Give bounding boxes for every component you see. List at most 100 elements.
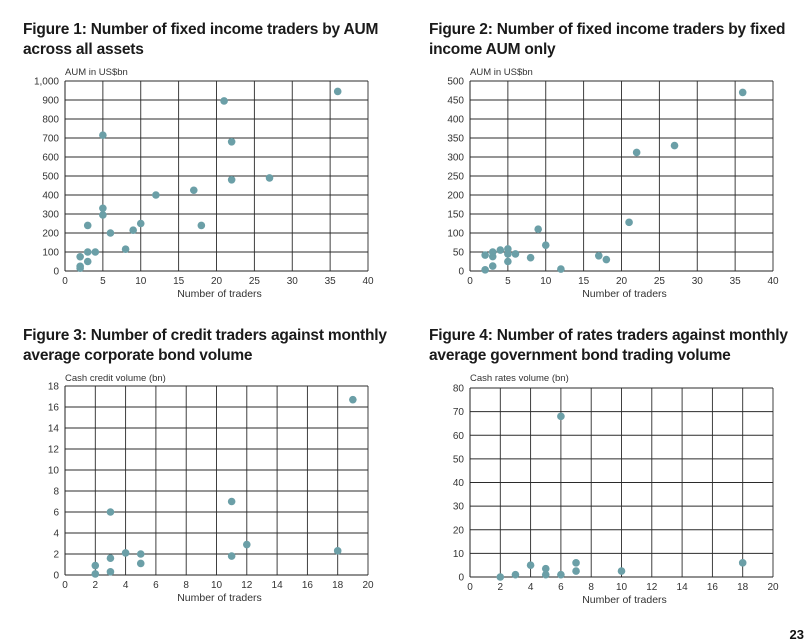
x-tick-label: 6 bbox=[558, 582, 564, 593]
data-point bbox=[349, 395, 357, 404]
data-point bbox=[136, 550, 145, 558]
x-tick-label: 8 bbox=[183, 580, 189, 591]
figure-1-title-line-2: across all assets bbox=[23, 41, 144, 58]
data-point bbox=[557, 265, 565, 273]
x-tick-label: 14 bbox=[272, 580, 284, 591]
x-tick-label: 5 bbox=[505, 276, 511, 287]
figure-3-title-line-2: average corporate bond volume bbox=[23, 347, 253, 364]
figure-3-title: Figure 3: Number of credit traders again… bbox=[23, 326, 403, 366]
data-point bbox=[670, 141, 679, 150]
x-axis-label: Number of traders bbox=[582, 288, 667, 300]
data-point bbox=[76, 262, 84, 271]
y-tick-label: 100 bbox=[447, 229, 464, 240]
x-axis-label: Number of traders bbox=[582, 594, 667, 606]
x-tick-label: 5 bbox=[100, 276, 106, 287]
x-tick-label: 25 bbox=[654, 276, 666, 287]
x-tick-label: 20 bbox=[362, 580, 374, 591]
data-point bbox=[496, 246, 505, 254]
data-point bbox=[265, 174, 274, 182]
y-tick-label: 500 bbox=[447, 77, 464, 88]
x-tick-label: 20 bbox=[767, 582, 779, 593]
y-tick-label: 18 bbox=[48, 382, 60, 393]
x-tick-label: 12 bbox=[241, 580, 253, 591]
data-point bbox=[106, 568, 115, 576]
y-tick-label: 50 bbox=[453, 248, 465, 259]
figure-1-title: Figure 1: Number of fixed income traders… bbox=[23, 20, 403, 60]
data-point bbox=[227, 176, 236, 184]
x-tick-label: 35 bbox=[730, 276, 742, 287]
figure-2-title: Figure 2: Number of fixed income traders… bbox=[429, 20, 799, 60]
y-tick-label: 60 bbox=[453, 431, 465, 442]
data-point bbox=[197, 221, 206, 230]
data-point bbox=[541, 241, 550, 249]
figure-2-title-line-2: income AUM only bbox=[429, 41, 556, 58]
data-point bbox=[121, 245, 130, 253]
y-tick-label: 400 bbox=[42, 191, 59, 202]
y-tick-label: 350 bbox=[447, 134, 464, 145]
data-point bbox=[99, 204, 107, 213]
data-point bbox=[91, 561, 100, 570]
data-point bbox=[617, 567, 626, 575]
data-point bbox=[526, 253, 535, 262]
data-point bbox=[333, 547, 342, 555]
figure-2-title-line-1: Figure 2: Number of fixed income traders… bbox=[429, 21, 786, 38]
data-point bbox=[99, 211, 107, 219]
data-point bbox=[121, 549, 130, 557]
x-tick-label: 4 bbox=[123, 580, 129, 591]
data-point bbox=[152, 191, 160, 199]
data-point bbox=[632, 148, 641, 157]
data-point bbox=[76, 252, 84, 261]
x-tick-label: 30 bbox=[692, 276, 704, 287]
data-point bbox=[602, 255, 611, 264]
y-tick-label: 700 bbox=[42, 134, 59, 145]
x-tick-label: 18 bbox=[737, 582, 749, 593]
x-tick-label: 15 bbox=[173, 276, 185, 287]
figure-4-title: Figure 4: Number of rates traders agains… bbox=[429, 326, 804, 366]
y-tick-label: 400 bbox=[447, 115, 464, 126]
y-tick-label: 100 bbox=[42, 248, 59, 259]
data-point bbox=[594, 252, 603, 260]
data-point bbox=[91, 570, 100, 578]
y-tick-label: 0 bbox=[458, 267, 464, 278]
data-point bbox=[526, 561, 535, 569]
data-point bbox=[227, 552, 236, 560]
data-point bbox=[541, 564, 550, 573]
data-point bbox=[511, 570, 520, 579]
y-tick-label: 50 bbox=[453, 454, 465, 465]
data-point bbox=[481, 266, 489, 274]
y-tick-label: 6 bbox=[53, 508, 59, 519]
data-point bbox=[106, 229, 115, 237]
page-number: 23 bbox=[789, 627, 804, 642]
y-axis-label: AUM in US$bn bbox=[470, 67, 533, 78]
y-tick-label: 200 bbox=[42, 229, 59, 240]
data-point bbox=[99, 131, 107, 139]
y-tick-label: 12 bbox=[48, 445, 60, 456]
data-point bbox=[557, 570, 565, 579]
data-point bbox=[83, 257, 92, 266]
x-tick-label: 10 bbox=[135, 276, 147, 287]
x-tick-label: 0 bbox=[62, 580, 68, 591]
x-tick-label: 8 bbox=[588, 582, 594, 593]
y-tick-label: 150 bbox=[447, 210, 464, 221]
x-axis-label: Number of traders bbox=[177, 288, 262, 300]
figure-4-title-line-1: Figure 4: Number of rates traders agains… bbox=[429, 327, 788, 344]
x-tick-label: 10 bbox=[211, 580, 223, 591]
x-tick-label: 18 bbox=[332, 580, 344, 591]
x-tick-label: 2 bbox=[498, 582, 504, 593]
data-point bbox=[504, 257, 512, 266]
data-point bbox=[488, 262, 497, 270]
data-point bbox=[91, 248, 100, 256]
data-point bbox=[106, 508, 115, 516]
x-tick-label: 30 bbox=[287, 276, 299, 287]
y-tick-label: 14 bbox=[48, 424, 60, 435]
y-tick-label: 300 bbox=[447, 153, 464, 164]
x-tick-label: 20 bbox=[211, 276, 223, 287]
data-point bbox=[481, 251, 489, 259]
x-tick-label: 20 bbox=[616, 276, 628, 287]
y-tick-label: 800 bbox=[42, 115, 59, 126]
data-point bbox=[504, 245, 512, 253]
data-point bbox=[557, 412, 565, 421]
data-point bbox=[738, 88, 747, 97]
figure-3-title-line-1: Figure 3: Number of credit traders again… bbox=[23, 327, 387, 344]
y-tick-label: 10 bbox=[48, 466, 60, 477]
